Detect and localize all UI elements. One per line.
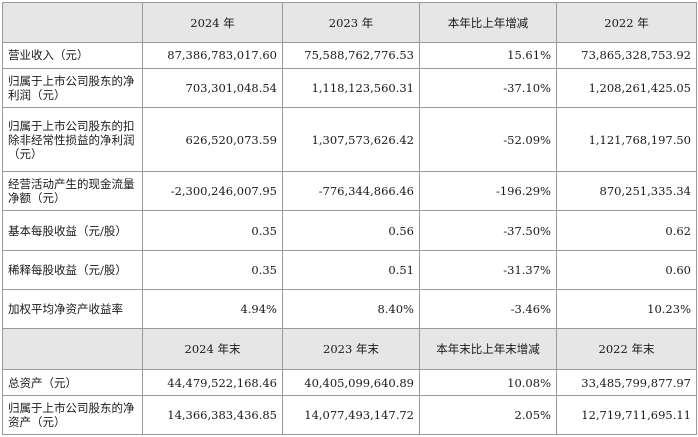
row-label: 归属于上市公司股东的扣除非经常性损益的净利润（元）	[2, 106, 143, 173]
value-2023: 1,307,573,626.42	[282, 106, 420, 173]
value-2024: 87,386,783,017.60	[142, 42, 283, 69]
value-change: -37.50%	[419, 210, 557, 251]
value-2022: 12,719,711,695.11	[556, 394, 697, 436]
value-2024: 703,301,048.54	[142, 67, 283, 108]
table-row: 归属于上市公司股东的净资产（元） 14,366,383,436.85 14,07…	[2, 394, 697, 436]
value-2022: 10.23%	[556, 288, 697, 329]
value-2022: 0.60	[556, 249, 697, 290]
value-2023: 40,405,099,640.89	[282, 369, 420, 396]
table-row: 归属于上市公司股东的净利润（元） 703,301,048.54 1,118,12…	[2, 67, 697, 108]
value-2022: 0.62	[556, 210, 697, 251]
subheader-cell-2024: 2024 年末	[142, 327, 283, 371]
table-row: 总资产（元） 44,479,522,168.46 40,405,099,640.…	[2, 369, 697, 396]
subheader-cell-blank	[2, 327, 143, 371]
value-2024: 626,520,073.59	[142, 106, 283, 173]
value-change: -52.09%	[419, 106, 557, 173]
value-2024: 0.35	[142, 249, 283, 290]
table-row: 经营活动产生的现金流量净额（元） -2,300,246,007.95 -776,…	[2, 171, 697, 212]
table-row: 加权平均净资产收益率 4.94% 8.40% -3.46% 10.23%	[2, 288, 697, 329]
value-2023: 14,077,493,147.72	[282, 394, 420, 436]
table-row: 归属于上市公司股东的扣除非经常性损益的净利润（元） 626,520,073.59…	[2, 106, 697, 173]
row-label: 总资产（元）	[2, 369, 143, 396]
value-change: -3.46%	[419, 288, 557, 329]
row-label: 经营活动产生的现金流量净额（元）	[2, 171, 143, 212]
row-label: 营业收入（元）	[2, 42, 143, 69]
value-2023: 8.40%	[282, 288, 420, 329]
value-2024: 0.35	[142, 210, 283, 251]
table-header-row: 2024 年 2023 年 本年比上年增减 2022 年	[2, 1, 697, 44]
row-label: 基本每股收益（元/股）	[2, 210, 143, 251]
table-subheader-row: 2024 年末 2023 年末 本年末比上年末增减 2022 年末	[2, 327, 697, 371]
header-cell-2023: 2023 年	[282, 1, 420, 44]
value-2022: 870,251,335.34	[556, 171, 697, 212]
value-2024: -2,300,246,007.95	[142, 171, 283, 212]
value-2023: 0.51	[282, 249, 420, 290]
value-change: 2.05%	[419, 394, 557, 436]
value-2022: 73,865,328,753.92	[556, 42, 697, 69]
subheader-cell-change: 本年末比上年末增减	[419, 327, 557, 371]
row-label: 归属于上市公司股东的净资产（元）	[2, 394, 143, 436]
value-2024: 4.94%	[142, 288, 283, 329]
subheader-cell-2023: 2023 年末	[282, 327, 420, 371]
row-label: 归属于上市公司股东的净利润（元）	[2, 67, 143, 108]
value-change: -37.10%	[419, 67, 557, 108]
value-2022: 1,208,261,425.05	[556, 67, 697, 108]
table-row: 稀释每股收益（元/股） 0.35 0.51 -31.37% 0.60	[2, 249, 697, 290]
table-row: 营业收入（元） 87,386,783,017.60 75,588,762,776…	[2, 42, 697, 69]
value-2023: 0.56	[282, 210, 420, 251]
value-2023: 75,588,762,776.53	[282, 42, 420, 69]
value-2022: 1,121,768,197.50	[556, 106, 697, 173]
row-label: 加权平均净资产收益率	[2, 288, 143, 329]
header-cell-2022: 2022 年	[556, 1, 697, 44]
row-label: 稀释每股收益（元/股）	[2, 249, 143, 290]
table-row: 基本每股收益（元/股） 0.35 0.56 -37.50% 0.62	[2, 210, 697, 251]
header-cell-blank	[2, 1, 143, 44]
value-change: -196.29%	[419, 171, 557, 212]
value-2024: 14,366,383,436.85	[142, 394, 283, 436]
value-2022: 33,485,799,877.97	[556, 369, 697, 396]
value-2023: 1,118,123,560.31	[282, 67, 420, 108]
value-change: 10.08%	[419, 369, 557, 396]
header-cell-change: 本年比上年增减	[419, 1, 557, 44]
value-change: 15.61%	[419, 42, 557, 69]
subheader-cell-2022: 2022 年末	[556, 327, 697, 371]
value-2024: 44,479,522,168.46	[142, 369, 283, 396]
value-2023: -776,344,866.46	[282, 171, 420, 212]
value-change: -31.37%	[419, 249, 557, 290]
header-cell-2024: 2024 年	[142, 1, 283, 44]
